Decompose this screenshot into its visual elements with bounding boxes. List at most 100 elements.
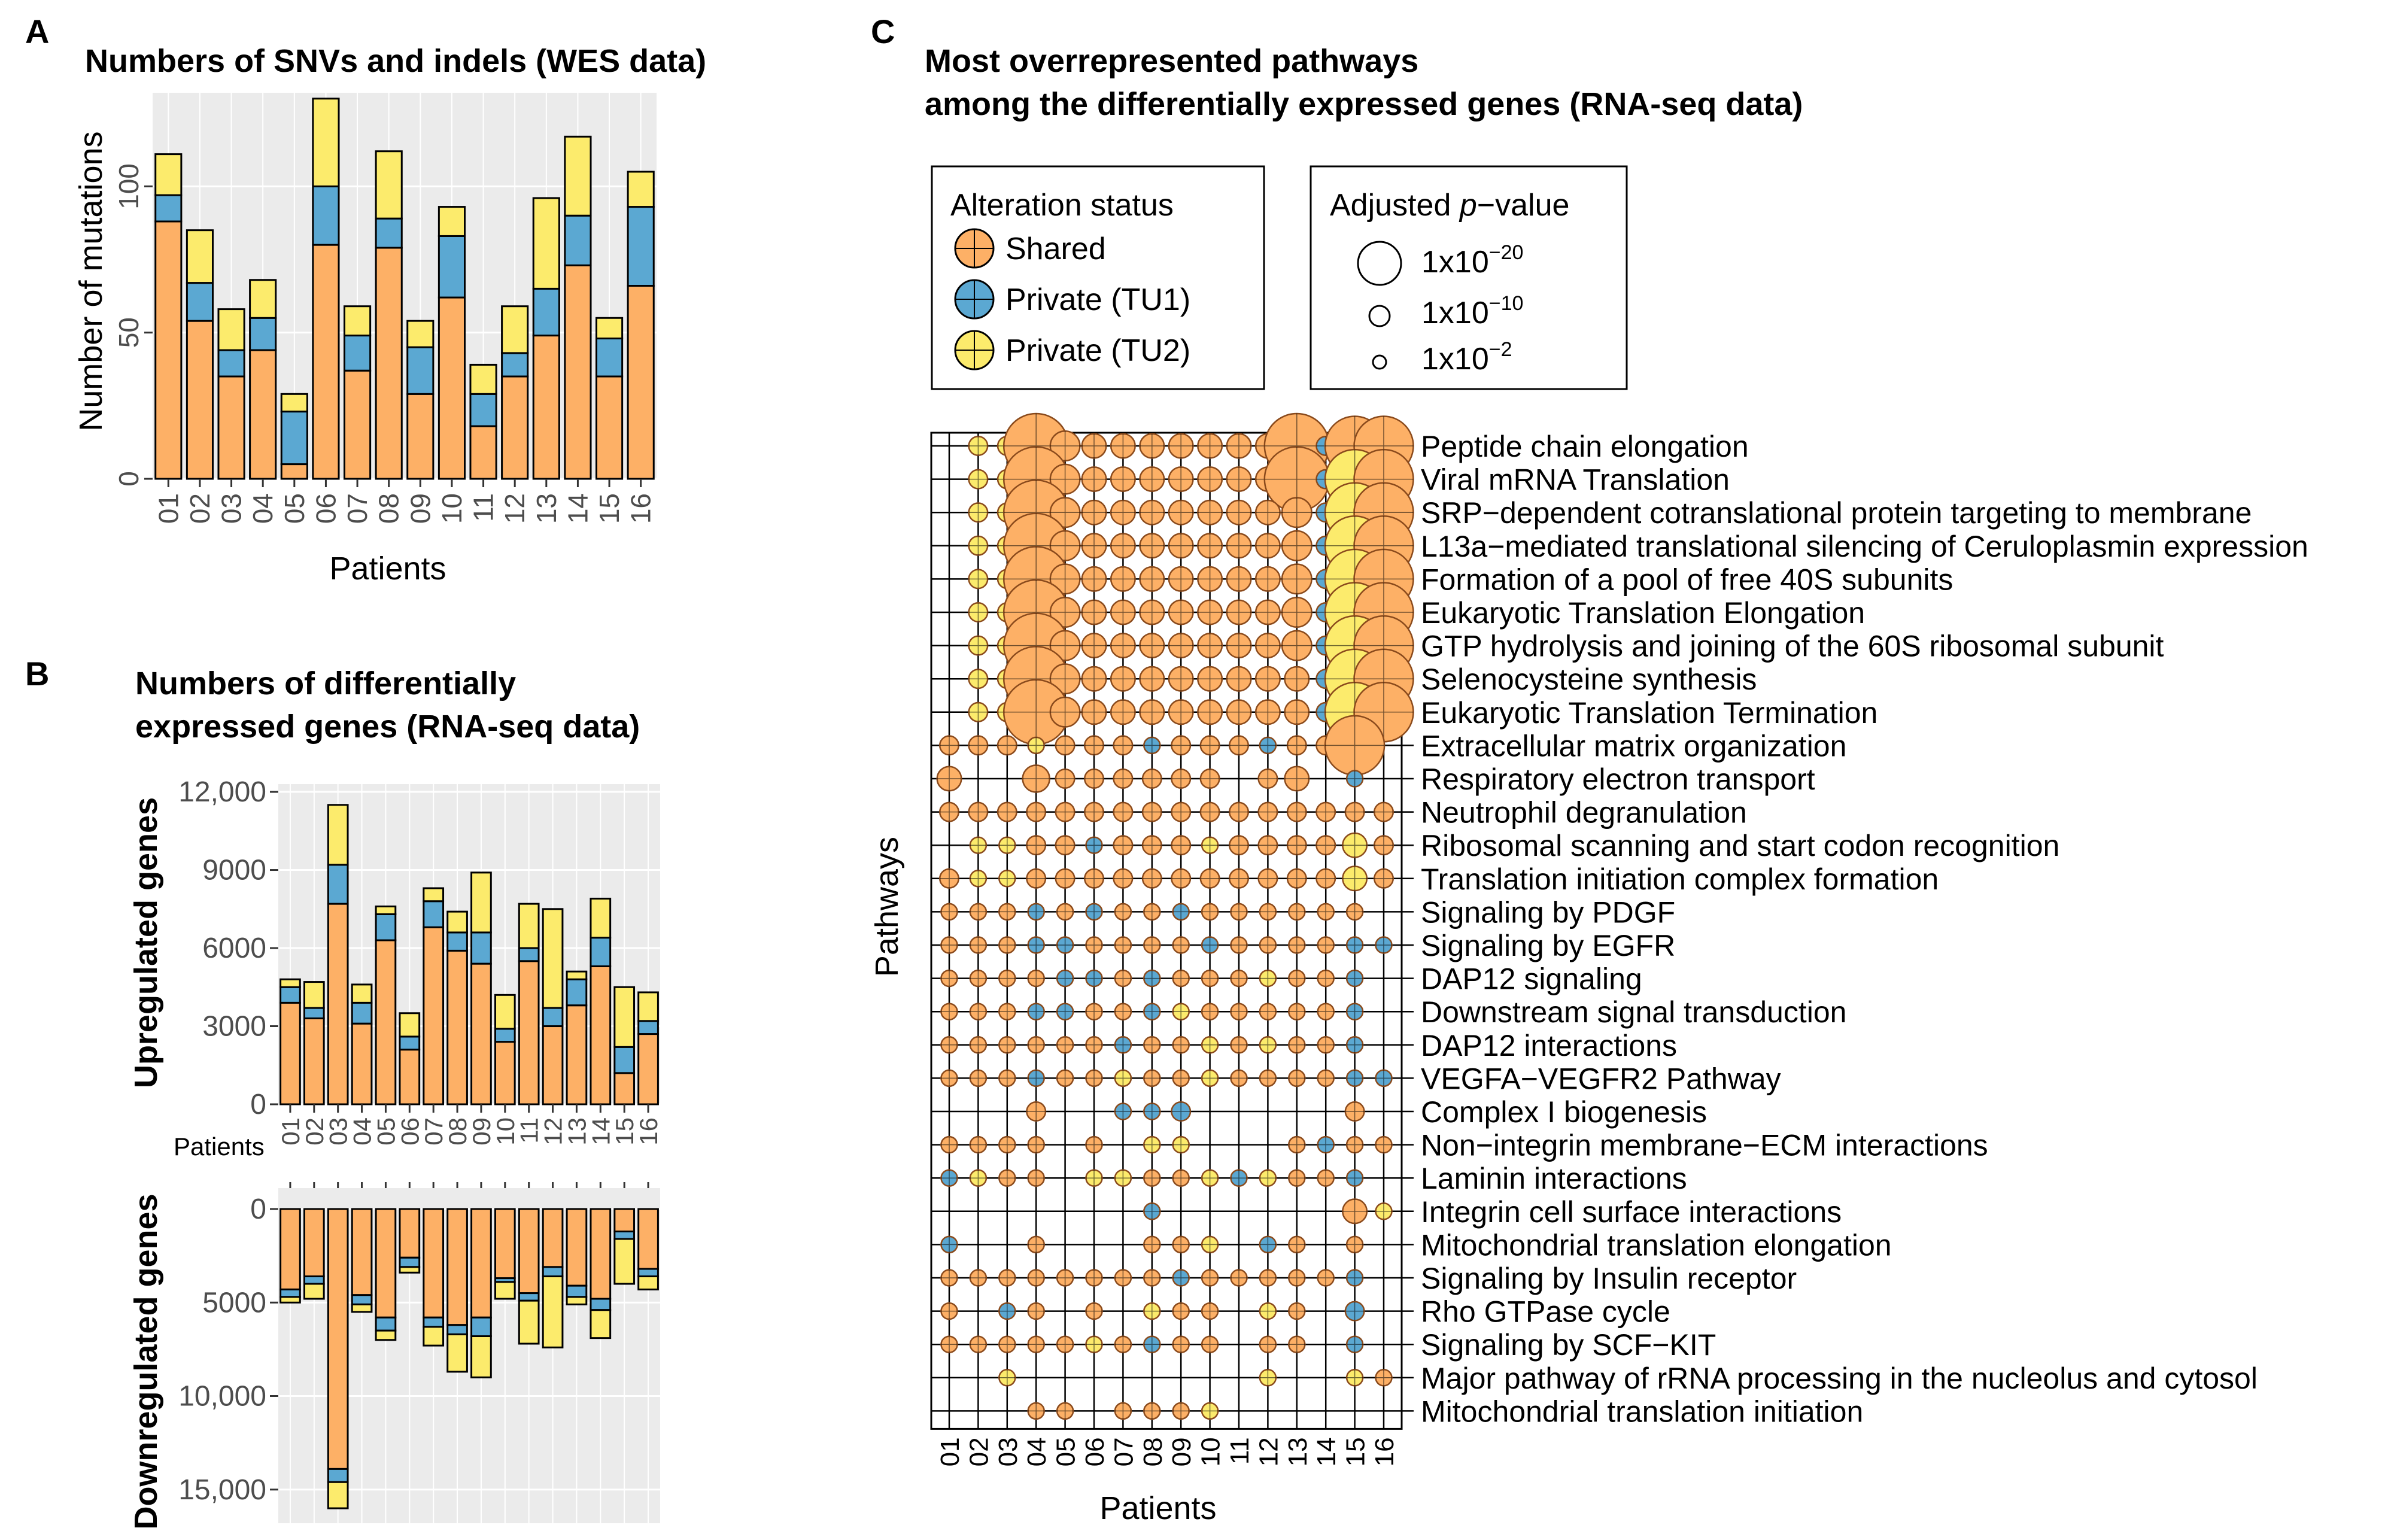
panel-c-dot-cross [1289, 970, 1305, 987]
panel-c-dot-cross [970, 1037, 986, 1053]
panel-c-dot-cross [1144, 737, 1160, 754]
panel-c-dot-cross [1055, 736, 1075, 755]
panel-c-pathway-label: SRP−dependent cotranslational protein ta… [1421, 496, 2252, 530]
panel-c-dot-cross [1114, 937, 1131, 953]
panel-c-dot-cross [1171, 769, 1190, 788]
panel-c-pathway-label: Extracellular matrix organization [1421, 729, 1846, 763]
panel-c-dot-cross [1144, 1170, 1160, 1186]
panel-b-down-bar-15-private-tu2- [613, 1238, 636, 1285]
panel-c-xtick-label: 10 [1196, 1437, 1226, 1466]
panel-c-dot-cross [1374, 869, 1393, 888]
panel-b-down-bar-03-shared [327, 1208, 349, 1470]
panel-c-dot-cross [1028, 1236, 1044, 1253]
panel-c-dot-cross [941, 1037, 958, 1053]
panel-c-pathway-label: DAP12 interactions [1421, 1029, 1677, 1062]
panel-c-dot-cross [1113, 836, 1133, 855]
panel-c-pathway-label: Complex I biogenesis [1421, 1095, 1707, 1129]
panel-c-dot-cross [1086, 1269, 1102, 1286]
panel-a-bar-16-private-tu1- [627, 206, 655, 287]
panel-c-dot-cross [1375, 1369, 1392, 1386]
panel-c-pathway-label: Major pathway of rRNA processing in the … [1421, 1362, 2258, 1395]
panel-c-dot-cross [1374, 836, 1393, 855]
panel-c-dot-cross [1144, 1402, 1160, 1419]
panel-a-bar-03-private-tu2- [217, 308, 245, 351]
panel-b-up-bar-16-shared [637, 1033, 659, 1105]
panel-c-dot-cross [970, 903, 986, 920]
panel-c-dot-cross [1055, 836, 1075, 855]
panel-c-dot-cross [1168, 433, 1193, 458]
panel-b-up-bar-12-private-tu2- [542, 908, 564, 1009]
panel-b-up-bar-14-private-tu2- [590, 897, 612, 939]
panel-b-down-bar-16-shared [637, 1208, 659, 1270]
panel-c-dot-cross [1259, 1003, 1276, 1020]
panel-b-down-ytick-label: 5000 [202, 1287, 266, 1319]
panel-b-up-ytick-label: 9000 [202, 855, 266, 886]
panel-c-dot-cross [1345, 1102, 1365, 1121]
panel-b-down-bar-14-shared [590, 1208, 612, 1300]
panel-b-down-bar-02-private-tu2- [303, 1283, 325, 1300]
panel-c-dot-cross [970, 970, 986, 987]
panel-b-xtick-label: 05 [372, 1117, 400, 1146]
legend-pvalue-title-p: p [1459, 188, 1477, 223]
panel-b-down-bar-16-private-tu2- [637, 1275, 659, 1290]
panel-a-bar-11-shared [469, 425, 497, 480]
panel-b-down-y-ticks: 0 5000 10,000 15,000 [178, 1193, 278, 1506]
panel-c-dot-cross [1256, 633, 1280, 658]
panel-c-dot-cross [1317, 937, 1334, 953]
panel-b-xtick-label: 03 [324, 1117, 353, 1146]
panel-c-dot-cross [1289, 1336, 1305, 1353]
panel-c-dot-cross [968, 669, 988, 688]
panel-c-dot-cross [1050, 630, 1080, 661]
panel-c-dot-cross [1202, 1402, 1219, 1419]
panel-c-pathway-label: Signaling by PDGF [1421, 895, 1675, 929]
panel-a-bar-04-private-tu1- [249, 317, 277, 351]
panel-a-ytick-label: 0 [113, 471, 144, 487]
panel-c-dot-cross [1144, 1003, 1160, 1020]
panel-c-dot-cross [1198, 567, 1222, 591]
panel-b-up-bar-14-private-tu1- [590, 937, 612, 967]
panel-c-dot-cross [1289, 937, 1305, 953]
panel-c-dot-cross [1168, 467, 1193, 491]
panel-c-dot-cross [1325, 715, 1385, 775]
panel-c-dot-cross [1081, 533, 1107, 558]
panel-c-dot-cross [1111, 433, 1135, 458]
panel-c-dot-cross [1111, 500, 1135, 525]
panel-c-dot-cross [1026, 802, 1046, 822]
panel-c-dot-cross [1113, 802, 1133, 822]
panel-c-dot-cross [1081, 700, 1107, 725]
panel-c-dot-cross [1050, 531, 1080, 561]
panel-c-dot-cross [1143, 769, 1162, 788]
panel-c-dot-cross [1081, 433, 1107, 458]
panel-c-dot-cross [1289, 1003, 1305, 1020]
panel-b-down-bar-13-private-tu1- [566, 1284, 588, 1298]
panel-c-dot-cross [1172, 1402, 1189, 1419]
panel-c-dot-cross [1086, 1037, 1102, 1053]
panel-b-up-bar-03-private-tu2- [327, 804, 349, 866]
panel-b-down-ytick-label: 10,000 [178, 1381, 266, 1413]
panel-c-dot-cross [1256, 600, 1280, 625]
panel-b-down-bar-04-private-tu1- [351, 1294, 373, 1305]
panel-c-dot-cross [968, 569, 988, 589]
panel-b-up-bar-06-private-tu1- [399, 1035, 421, 1051]
panel-c-dot-cross [1347, 770, 1363, 787]
panel-c-dot-cross [1226, 500, 1251, 525]
panel-a-bar-15-shared [595, 375, 624, 480]
panel-c-dot-cross [1347, 937, 1363, 953]
panel-c-dot-cross [1114, 970, 1131, 987]
panel-c-dot-cross [1144, 1137, 1160, 1153]
panel-a-ytick-label: 100 [113, 163, 144, 209]
panel-c-dot-cross [1114, 1402, 1131, 1419]
panel-c-dot-cross [999, 1037, 1016, 1053]
panel-c-dot-cross [1168, 567, 1193, 591]
panel-b-up-bar-11-shared [518, 960, 540, 1105]
panel-c-dot-cross [1231, 903, 1247, 920]
panel-a-xtick-label: 03 [216, 493, 247, 524]
panel-c-y-axis-label: Pathways [869, 837, 905, 977]
panel-c-dot-cross [999, 1003, 1016, 1020]
panel-c-dot-cross [1375, 1203, 1392, 1220]
panel-c-dot-cross [968, 436, 988, 455]
panel-c-dot-cross [1172, 1269, 1189, 1286]
panel-a-xtick-label: 14 [562, 493, 593, 524]
panel-c-dot-cross [941, 1236, 958, 1253]
panel-c-dot-cross [1057, 1402, 1074, 1419]
